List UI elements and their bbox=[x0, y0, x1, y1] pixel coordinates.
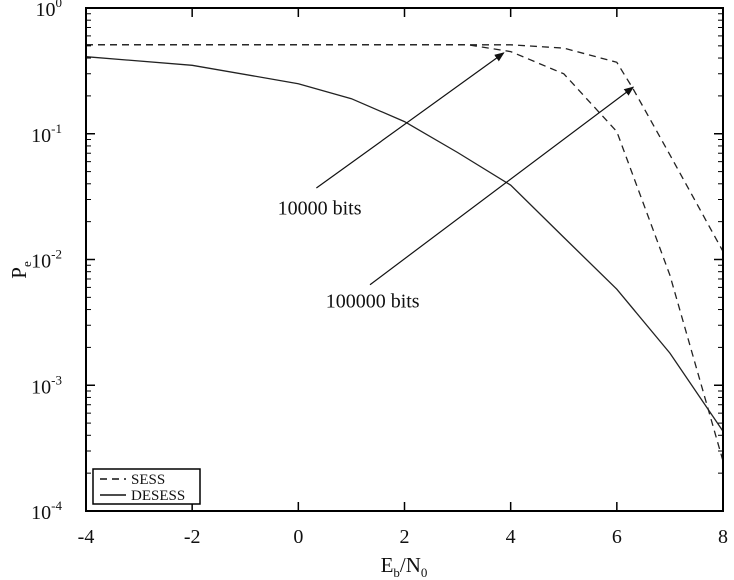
x-tick-label: 8 bbox=[718, 526, 728, 548]
series-line-desess-2 bbox=[85, 56, 724, 432]
x-tick-label: 6 bbox=[612, 526, 622, 548]
y-axis-title: Pe bbox=[7, 261, 34, 279]
annotation-label-1: 100000 bits bbox=[326, 291, 420, 313]
x-tick-label: 0 bbox=[293, 526, 303, 548]
x-tick-label: 4 bbox=[506, 526, 516, 548]
legend-box bbox=[92, 468, 201, 505]
annotation-arrow-0 bbox=[316, 52, 505, 189]
series-line-sess-0 bbox=[86, 44, 724, 462]
x-tick-label: -2 bbox=[184, 526, 201, 548]
x-tick-label: 2 bbox=[400, 526, 410, 548]
legend-label-sess: SESS bbox=[131, 472, 165, 488]
annotation-arrow-1 bbox=[369, 86, 635, 286]
x-tick-label: -4 bbox=[78, 526, 95, 548]
y-tick-label: 10-4 bbox=[31, 498, 62, 524]
annotation-label-0: 10000 bits bbox=[278, 197, 362, 219]
y-tick-label: 10-3 bbox=[31, 372, 62, 398]
y-tick-label: 100 bbox=[36, 0, 63, 21]
series-line-sess-1 bbox=[86, 44, 724, 252]
legend: SESS DESESS bbox=[92, 468, 201, 505]
y-tick-label: 10-2 bbox=[31, 247, 62, 273]
x-axis-title: Eb/N0 bbox=[381, 553, 428, 580]
legend-label-desess: DESESS bbox=[131, 488, 185, 504]
y-tick-label: 10-1 bbox=[31, 121, 62, 147]
